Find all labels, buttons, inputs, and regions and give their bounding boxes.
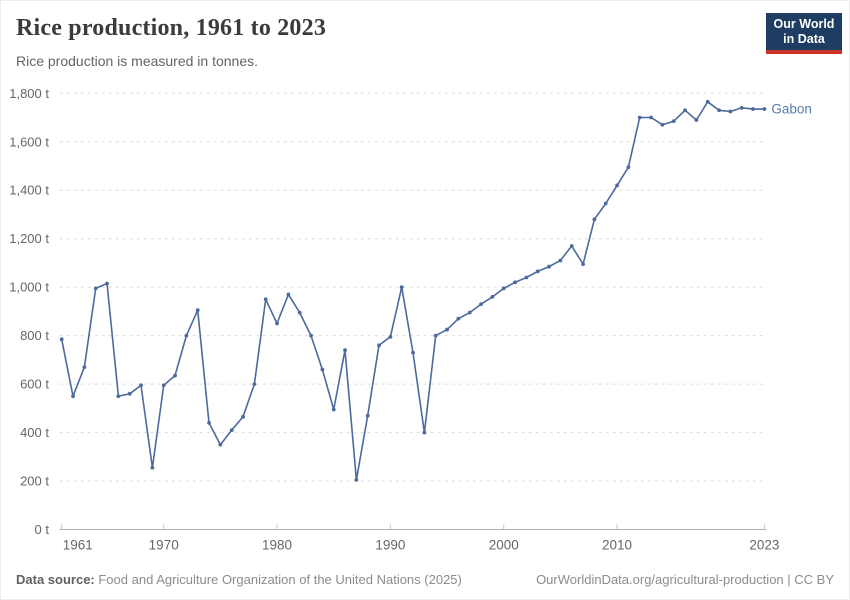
y-axis-tick-label: 400 t bbox=[20, 425, 49, 440]
data-point[interactable] bbox=[456, 316, 461, 321]
data-point[interactable] bbox=[71, 394, 75, 399]
y-axis-tick-label: 1,200 t bbox=[9, 231, 49, 246]
data-point[interactable] bbox=[82, 365, 87, 370]
credit-link[interactable]: OurWorldinData.org/agricultural-producti… bbox=[536, 571, 834, 587]
data-point[interactable] bbox=[139, 383, 143, 388]
data-point[interactable] bbox=[105, 281, 109, 286]
y-axis-tick-label: 1,400 t bbox=[9, 183, 49, 198]
data-point[interactable] bbox=[569, 244, 574, 248]
y-axis-tick-label: 1,000 t bbox=[9, 280, 49, 295]
data-point[interactable] bbox=[365, 413, 370, 418]
y-axis-tick-label: 0 t bbox=[35, 522, 50, 537]
y-axis-tick-label: 1,800 t bbox=[9, 86, 49, 101]
data-source-label: Data source: bbox=[16, 571, 95, 587]
data-point[interactable] bbox=[660, 122, 665, 127]
data-point[interactable] bbox=[739, 105, 744, 110]
data-point[interactable] bbox=[388, 334, 393, 339]
data-point[interactable] bbox=[93, 286, 98, 291]
series-line-gabon[interactable] bbox=[60, 101, 766, 481]
data-point[interactable] bbox=[127, 391, 132, 396]
data-point[interactable] bbox=[399, 285, 404, 290]
y-axis-tick-label: 800 t bbox=[20, 328, 49, 343]
data-point[interactable] bbox=[150, 465, 155, 470]
data-point[interactable] bbox=[286, 292, 291, 297]
data-point[interactable] bbox=[694, 118, 699, 122]
x-axis-tick-label: 1970 bbox=[149, 538, 179, 553]
data-point[interactable] bbox=[513, 280, 517, 285]
data-point[interactable] bbox=[309, 333, 313, 338]
data-point[interactable] bbox=[558, 258, 563, 263]
data-point[interactable] bbox=[751, 107, 755, 111]
data-point[interactable] bbox=[331, 407, 336, 412]
data-point[interactable] bbox=[717, 108, 721, 113]
data-point[interactable] bbox=[263, 297, 268, 302]
data-point[interactable] bbox=[411, 350, 415, 355]
data-point[interactable] bbox=[649, 115, 653, 120]
owid-logo-text: Our World in Data bbox=[766, 13, 842, 50]
data-point[interactable] bbox=[422, 430, 427, 435]
owid-logo-line1: Our World bbox=[773, 16, 835, 31]
owid-logo[interactable]: Our World in Data bbox=[766, 13, 842, 54]
data-point[interactable] bbox=[547, 264, 551, 269]
data-point[interactable] bbox=[728, 109, 733, 114]
series-label-gabon[interactable]: Gabon bbox=[771, 102, 812, 117]
data-point[interactable] bbox=[524, 275, 529, 280]
data-point[interactable] bbox=[592, 217, 597, 222]
data-point[interactable] bbox=[207, 420, 211, 425]
data-point[interactable] bbox=[762, 107, 767, 111]
data-source-note: Data source: Food and Agriculture Organi… bbox=[16, 572, 462, 587]
x-axis-tick-label: 2010 bbox=[602, 538, 632, 553]
data-point[interactable] bbox=[445, 327, 449, 332]
y-axis-tick-label: 600 t bbox=[20, 377, 49, 392]
data-point[interactable] bbox=[173, 373, 177, 378]
data-point[interactable] bbox=[626, 165, 631, 170]
data-point[interactable] bbox=[615, 183, 619, 188]
data-source-text: Food and Agriculture Organization of the… bbox=[94, 571, 462, 587]
data-point[interactable] bbox=[252, 382, 257, 386]
data-point[interactable] bbox=[603, 201, 608, 206]
owid-logo-line2: in Data bbox=[783, 31, 825, 46]
data-point[interactable] bbox=[581, 262, 585, 267]
x-axis-tick-label: 1980 bbox=[262, 538, 292, 553]
data-point[interactable] bbox=[671, 119, 676, 124]
y-axis-tick-label: 1,600 t bbox=[9, 134, 49, 149]
data-point[interactable] bbox=[275, 321, 279, 326]
data-point[interactable] bbox=[467, 310, 472, 315]
data-point[interactable] bbox=[479, 302, 483, 307]
chart-footer: Data source: Food and Agriculture Organi… bbox=[16, 569, 834, 589]
data-point[interactable] bbox=[433, 333, 438, 338]
data-point[interactable] bbox=[161, 383, 166, 388]
data-point[interactable] bbox=[218, 442, 223, 447]
data-point[interactable] bbox=[116, 394, 121, 399]
data-point[interactable] bbox=[297, 310, 302, 315]
data-point[interactable] bbox=[229, 428, 234, 433]
data-point[interactable] bbox=[343, 348, 347, 353]
page-title: Rice production, 1961 to 2023 bbox=[16, 15, 327, 41]
data-point[interactable] bbox=[195, 308, 200, 313]
data-point[interactable] bbox=[354, 477, 359, 482]
x-axis-tick-label: 1961 bbox=[63, 538, 93, 553]
chart-subtitle: Rice production is measured in tonnes. bbox=[16, 53, 259, 69]
data-point[interactable] bbox=[320, 367, 325, 372]
data-point[interactable] bbox=[637, 115, 642, 120]
data-point[interactable] bbox=[241, 414, 245, 419]
x-axis-tick-label: 2023 bbox=[749, 538, 779, 553]
data-point[interactable] bbox=[501, 286, 506, 291]
data-point[interactable] bbox=[535, 269, 540, 274]
data-point[interactable] bbox=[683, 108, 687, 113]
data-point[interactable] bbox=[490, 294, 495, 299]
data-point[interactable] bbox=[377, 343, 381, 348]
x-axis-tick-label: 2000 bbox=[489, 538, 519, 553]
data-point[interactable] bbox=[59, 337, 64, 342]
y-axis-tick-label: 200 t bbox=[20, 474, 49, 489]
x-axis-tick-label: 1990 bbox=[375, 538, 405, 553]
data-point[interactable] bbox=[184, 333, 189, 338]
owid-logo-red-bar bbox=[766, 50, 842, 54]
data-point[interactable] bbox=[705, 99, 710, 104]
